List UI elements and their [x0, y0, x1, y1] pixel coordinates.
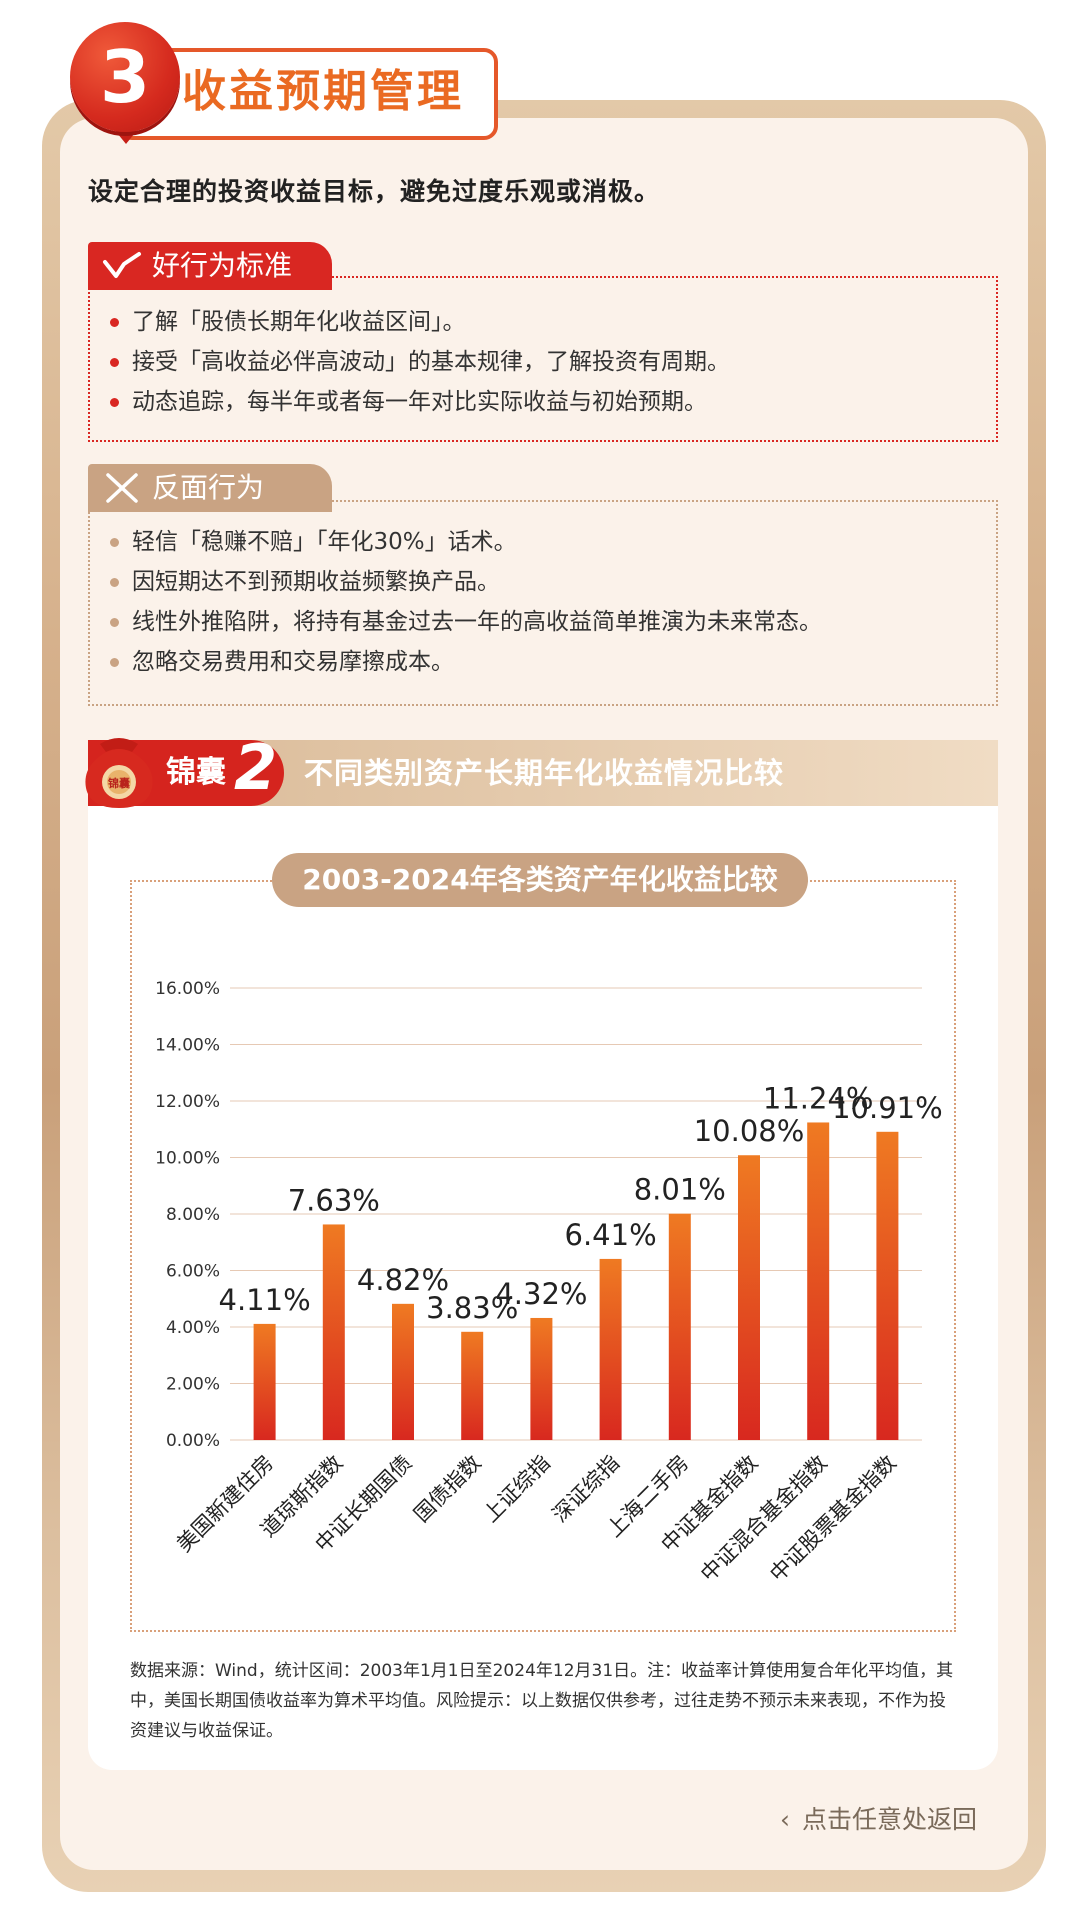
- y-tick-label: 16.00%: [155, 979, 220, 999]
- section-number: 3: [99, 35, 151, 119]
- cross-icon: [106, 473, 138, 503]
- back-link-label: 点击任意处返回: [802, 1805, 978, 1834]
- bar-value-label: 8.01%: [634, 1173, 726, 1207]
- tips-label: 锦囊: [166, 755, 226, 790]
- list-item: 接受「高收益必伴高波动」的基本规律，了解投资有周期。: [110, 342, 730, 382]
- bar-value-label: 10.08%: [694, 1114, 805, 1148]
- y-tick-label: 10.00%: [155, 1149, 220, 1169]
- bad-behavior-label: 反面行为: [152, 471, 265, 504]
- bar: [530, 1317, 553, 1440]
- bar: [807, 1122, 830, 1440]
- page-title: 收益预期管理: [182, 66, 464, 117]
- y-tick-label: 6.00%: [166, 1262, 220, 1282]
- bar-value-label: 10.91%: [832, 1091, 943, 1125]
- tips-title: 不同类别资产长期年化收益情况比较: [304, 756, 785, 790]
- x-category-label: 中证混合基金指数: [696, 1451, 832, 1587]
- x-category-label: 美国新建住房: [172, 1451, 278, 1557]
- y-tick-label: 0.00%: [166, 1431, 220, 1451]
- y-tick-label: 8.00%: [166, 1205, 220, 1225]
- list-item: 因短期达不到预期收益频繁换产品。: [110, 562, 822, 602]
- bar-value-label: 4.32%: [495, 1277, 587, 1311]
- chevron-left-icon: ‹: [780, 1805, 790, 1834]
- intro-text: 设定合理的投资收益目标，避免过度乐观或消极。: [88, 177, 661, 206]
- bad-behavior-list: 轻信「稳赚不赔」「年化30%」话术。 因短期达不到预期收益频繁换产品。 线性外推…: [110, 522, 822, 682]
- bar-value-label: 3.83%: [426, 1291, 518, 1325]
- source-note: 数据来源：Wind，统计区间：2003年1月1日至2024年12月31日。注：收…: [130, 1661, 954, 1741]
- bar: [599, 1258, 622, 1440]
- x-category-label: 上证综指: [479, 1451, 555, 1527]
- bad-behavior-box: [88, 500, 998, 706]
- y-tick-label: 14.00%: [155, 1036, 220, 1056]
- x-category-label: 国债指数: [409, 1451, 485, 1527]
- bag-text: 锦囊: [108, 776, 131, 790]
- y-tick-label: 12.00%: [155, 1092, 220, 1112]
- bar-value-label: 4.11%: [219, 1283, 311, 1317]
- list-item: 了解「股债长期年化收益区间」。: [110, 302, 730, 342]
- y-tick-label: 4.00%: [166, 1318, 220, 1338]
- bar: [668, 1213, 691, 1440]
- bar: [392, 1303, 414, 1440]
- chart-panel: [88, 806, 998, 1770]
- x-category-label: 中证股票基金指数: [765, 1451, 901, 1587]
- bad-behavior-header: 反面行为: [88, 464, 332, 512]
- good-behavior-box: [88, 276, 998, 442]
- y-tick-label: 2.00%: [166, 1375, 220, 1395]
- bar-value-label: 4.82%: [357, 1263, 449, 1297]
- lucky-bag-icon: 锦囊: [85, 738, 153, 808]
- good-behavior-header: 好行为标准: [88, 242, 332, 290]
- section-number-badge: [70, 22, 180, 132]
- chart-title: 2003-2024年各类资产年化收益比较: [272, 853, 808, 907]
- tips-number: 2: [234, 731, 278, 804]
- good-behavior-list: 了解「股债长期年化收益区间」。 接受「高收益必伴高波动」的基本规律，了解投资有周…: [110, 302, 730, 422]
- bar: [461, 1331, 484, 1440]
- list-item: 动态追踪，每半年或者每一年对比实际收益与初始预期。: [110, 382, 730, 422]
- bar: [876, 1131, 899, 1440]
- good-behavior-label: 好行为标准: [152, 249, 293, 282]
- bar-value-label: 7.63%: [288, 1183, 380, 1217]
- bar-chart: 0.00% 2.00% 4.00% 6.00% 8.00% 10.00% 12.00% 14.…: [155, 979, 943, 1587]
- bar-value-label: 11.24%: [763, 1081, 874, 1115]
- list-item: 忽略交易费用和交易摩擦成本。: [110, 642, 822, 682]
- check-icon: [103, 252, 141, 278]
- list-item: 线性外推陷阱，将持有基金过去一年的高收益简单推演为未来常态。: [110, 602, 822, 642]
- bar: [253, 1323, 276, 1440]
- back-link[interactable]: ‹ 点击任意处返回: [780, 1800, 977, 1840]
- list-item: 轻信「稳赚不赔」「年化30%」话术。: [110, 522, 822, 562]
- bar: [738, 1155, 760, 1440]
- bar-value-label: 6.41%: [565, 1218, 657, 1252]
- bar: [322, 1224, 345, 1440]
